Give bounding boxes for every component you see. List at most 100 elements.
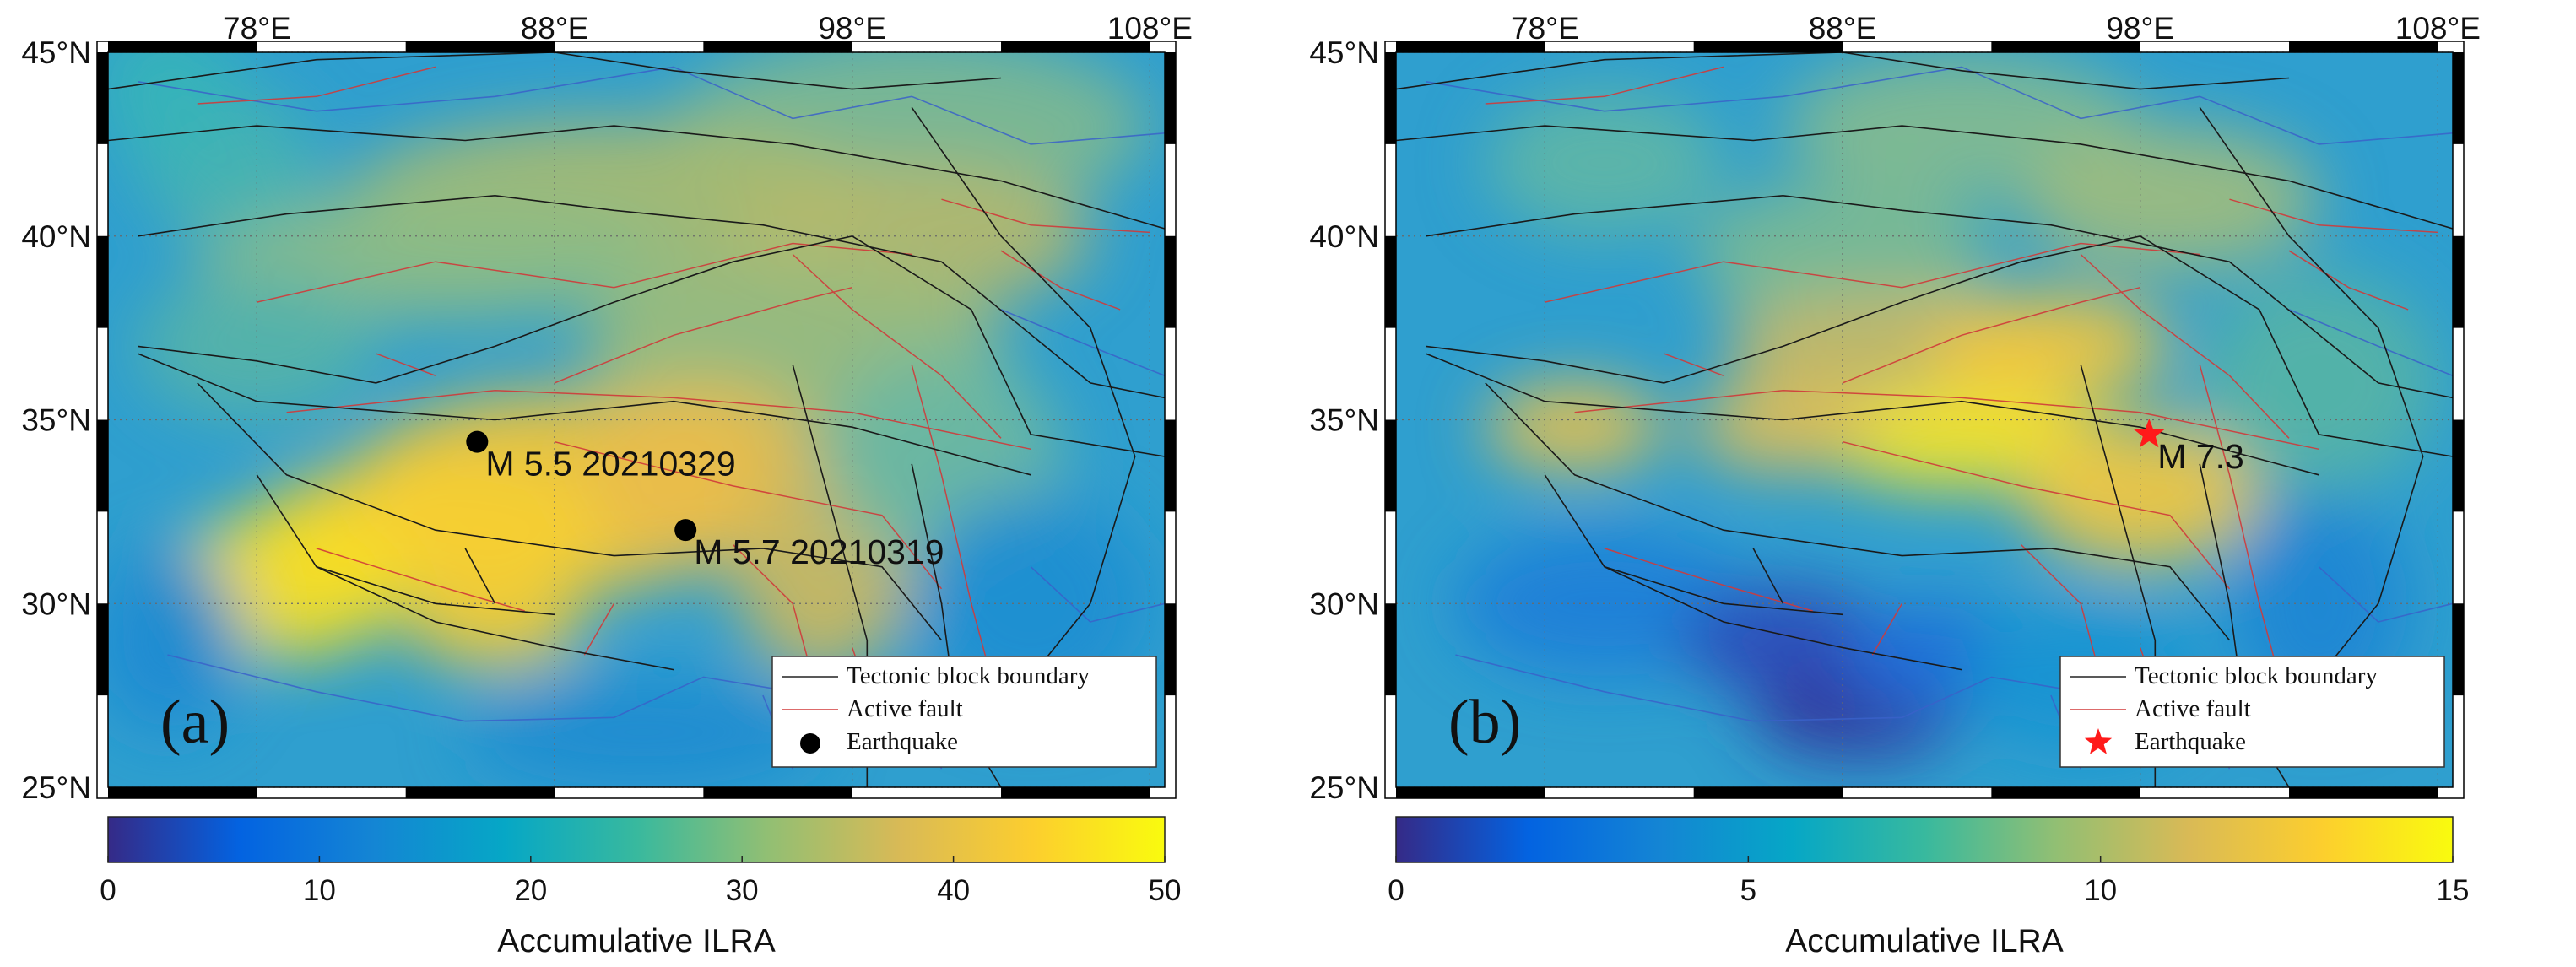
active-faults xyxy=(197,66,1150,732)
rivers xyxy=(1426,66,2454,770)
ilra-field xyxy=(108,52,1165,787)
field-blob xyxy=(1679,585,1887,696)
frame-band xyxy=(1165,419,1176,512)
frame-band xyxy=(1001,787,1150,798)
block-boundary xyxy=(138,194,1166,399)
field-blob xyxy=(2021,419,2259,567)
field-blob xyxy=(405,574,585,670)
lon-tick-label: 108°E xyxy=(2395,11,2481,46)
lon-tick-label: 78°E xyxy=(1511,11,1579,46)
panel-a: 78°E 88°E 98°E 108°E 45°N 40°N 35°N 30°N 25°N (a)… xyxy=(21,11,1193,959)
field-blob xyxy=(1485,382,1664,472)
legend: Tectonic block boundary Active fault Earth… xyxy=(2059,656,2445,768)
frame-band xyxy=(405,787,555,798)
frame-band xyxy=(108,787,257,798)
frame-band xyxy=(2289,787,2438,798)
block-boundary xyxy=(2199,106,2424,678)
panel-b: 78°E 88°E 98°E 108°E 45°N 40°N 35°N 30°N 25°N (b)… xyxy=(1288,0,2576,967)
active-fault xyxy=(257,242,912,303)
river xyxy=(1000,309,1166,376)
lat-tick-label: 25°N xyxy=(1309,770,1379,805)
frame-band xyxy=(1991,787,2140,798)
lat-tick-label: 45°N xyxy=(1309,35,1379,70)
field-blob xyxy=(108,548,242,732)
active-fault xyxy=(1871,602,1903,656)
frame-band xyxy=(1385,419,1396,512)
frame-band xyxy=(97,603,108,696)
frame-band xyxy=(1385,235,1396,328)
legend-item-label: Active fault xyxy=(847,695,963,722)
block-boundary xyxy=(1426,235,2454,457)
active-fault xyxy=(1574,389,2319,451)
block-boundary xyxy=(911,106,1136,678)
frame-band xyxy=(1693,787,1843,798)
earthquake-marker xyxy=(674,519,697,542)
frame-band xyxy=(1385,52,1396,144)
block-boundary xyxy=(1604,565,1843,616)
colorbar: 0 10 20 30 40 50 Accumulative ILRA xyxy=(100,816,1182,959)
frame-band xyxy=(97,235,108,328)
legend-item-label: Earthquake xyxy=(2135,728,2246,755)
legend-item-label: Earthquake xyxy=(847,728,958,755)
frame-band xyxy=(1396,41,1545,52)
frame-band xyxy=(2453,235,2464,328)
lat-tick-label: 35°N xyxy=(21,403,91,438)
lon-tick-label: 88°E xyxy=(1809,11,1877,46)
block-boundary xyxy=(1395,51,2290,90)
field-blobs xyxy=(108,52,1150,787)
frame-band xyxy=(97,52,108,144)
earthquake-label: M 5.7 20210319 xyxy=(694,532,944,571)
frame-band xyxy=(1396,787,1545,798)
legend-item-label: Active fault xyxy=(2135,695,2251,722)
frame-band xyxy=(1991,41,2140,52)
lat-tick-label: 45°N xyxy=(21,35,91,70)
river xyxy=(2318,566,2454,623)
active-fault xyxy=(941,198,1150,234)
colorbar-tick-label: 5 xyxy=(1740,874,1756,907)
legend-box xyxy=(2059,656,2445,768)
active-fault xyxy=(376,353,436,376)
earthquake-star-marker xyxy=(2134,418,2165,448)
active-fault xyxy=(2229,198,2438,234)
field-blob xyxy=(1693,382,1873,472)
lat-tick-label: 30°N xyxy=(1309,586,1379,621)
frame-band xyxy=(1385,603,1396,696)
river xyxy=(1426,66,2454,145)
active-fault xyxy=(197,66,436,105)
legend-box xyxy=(771,656,1157,768)
lat-tick-label: 40°N xyxy=(21,219,91,254)
legend-star-swatch xyxy=(2084,728,2113,754)
lat-tick-label: 40°N xyxy=(1309,219,1379,254)
active-fault xyxy=(1842,286,2140,384)
lon-tick-label: 98°E xyxy=(2106,11,2174,46)
field-blob xyxy=(108,52,242,163)
panel-a-map: 78°E 88°E 98°E 108°E 45°N 40°N 35°N 30°N 25°N (a)… xyxy=(21,11,1193,959)
frame-band xyxy=(1693,41,1843,52)
active-fault xyxy=(554,440,943,590)
colorbar-tick-label: 50 xyxy=(1149,874,1182,907)
colorbar-tick-label: 40 xyxy=(937,874,970,907)
map-frame xyxy=(1384,41,2465,799)
block-boundary xyxy=(138,235,1166,457)
frame-band xyxy=(1165,52,1176,144)
colorbar-gradient xyxy=(107,816,1166,863)
frame-band xyxy=(2453,419,2464,512)
legend-circle-swatch xyxy=(800,733,820,754)
active-fault xyxy=(2080,253,2290,439)
colorbar-label: Accumulative ILRA xyxy=(497,923,775,959)
frame-band xyxy=(108,41,257,52)
frame-band xyxy=(1165,603,1176,696)
block-boundary xyxy=(1544,474,1962,671)
legend-item-label: Tectonic block boundary xyxy=(847,662,1090,689)
lat-tick-label: 30°N xyxy=(21,586,91,621)
colorbar-gradient xyxy=(1395,816,2454,863)
field-blobs xyxy=(1455,52,2438,759)
lon-tick-label: 78°E xyxy=(223,11,291,46)
block-boundary xyxy=(107,125,1166,230)
lon-tick-label: 108°E xyxy=(1107,11,1193,46)
panel-label: (b) xyxy=(1448,688,1521,757)
lon-tick-label: 88°E xyxy=(521,11,589,46)
field-blob xyxy=(2021,126,2319,273)
colorbar-tick-label: 15 xyxy=(2437,874,2470,907)
frame-band xyxy=(97,419,108,512)
